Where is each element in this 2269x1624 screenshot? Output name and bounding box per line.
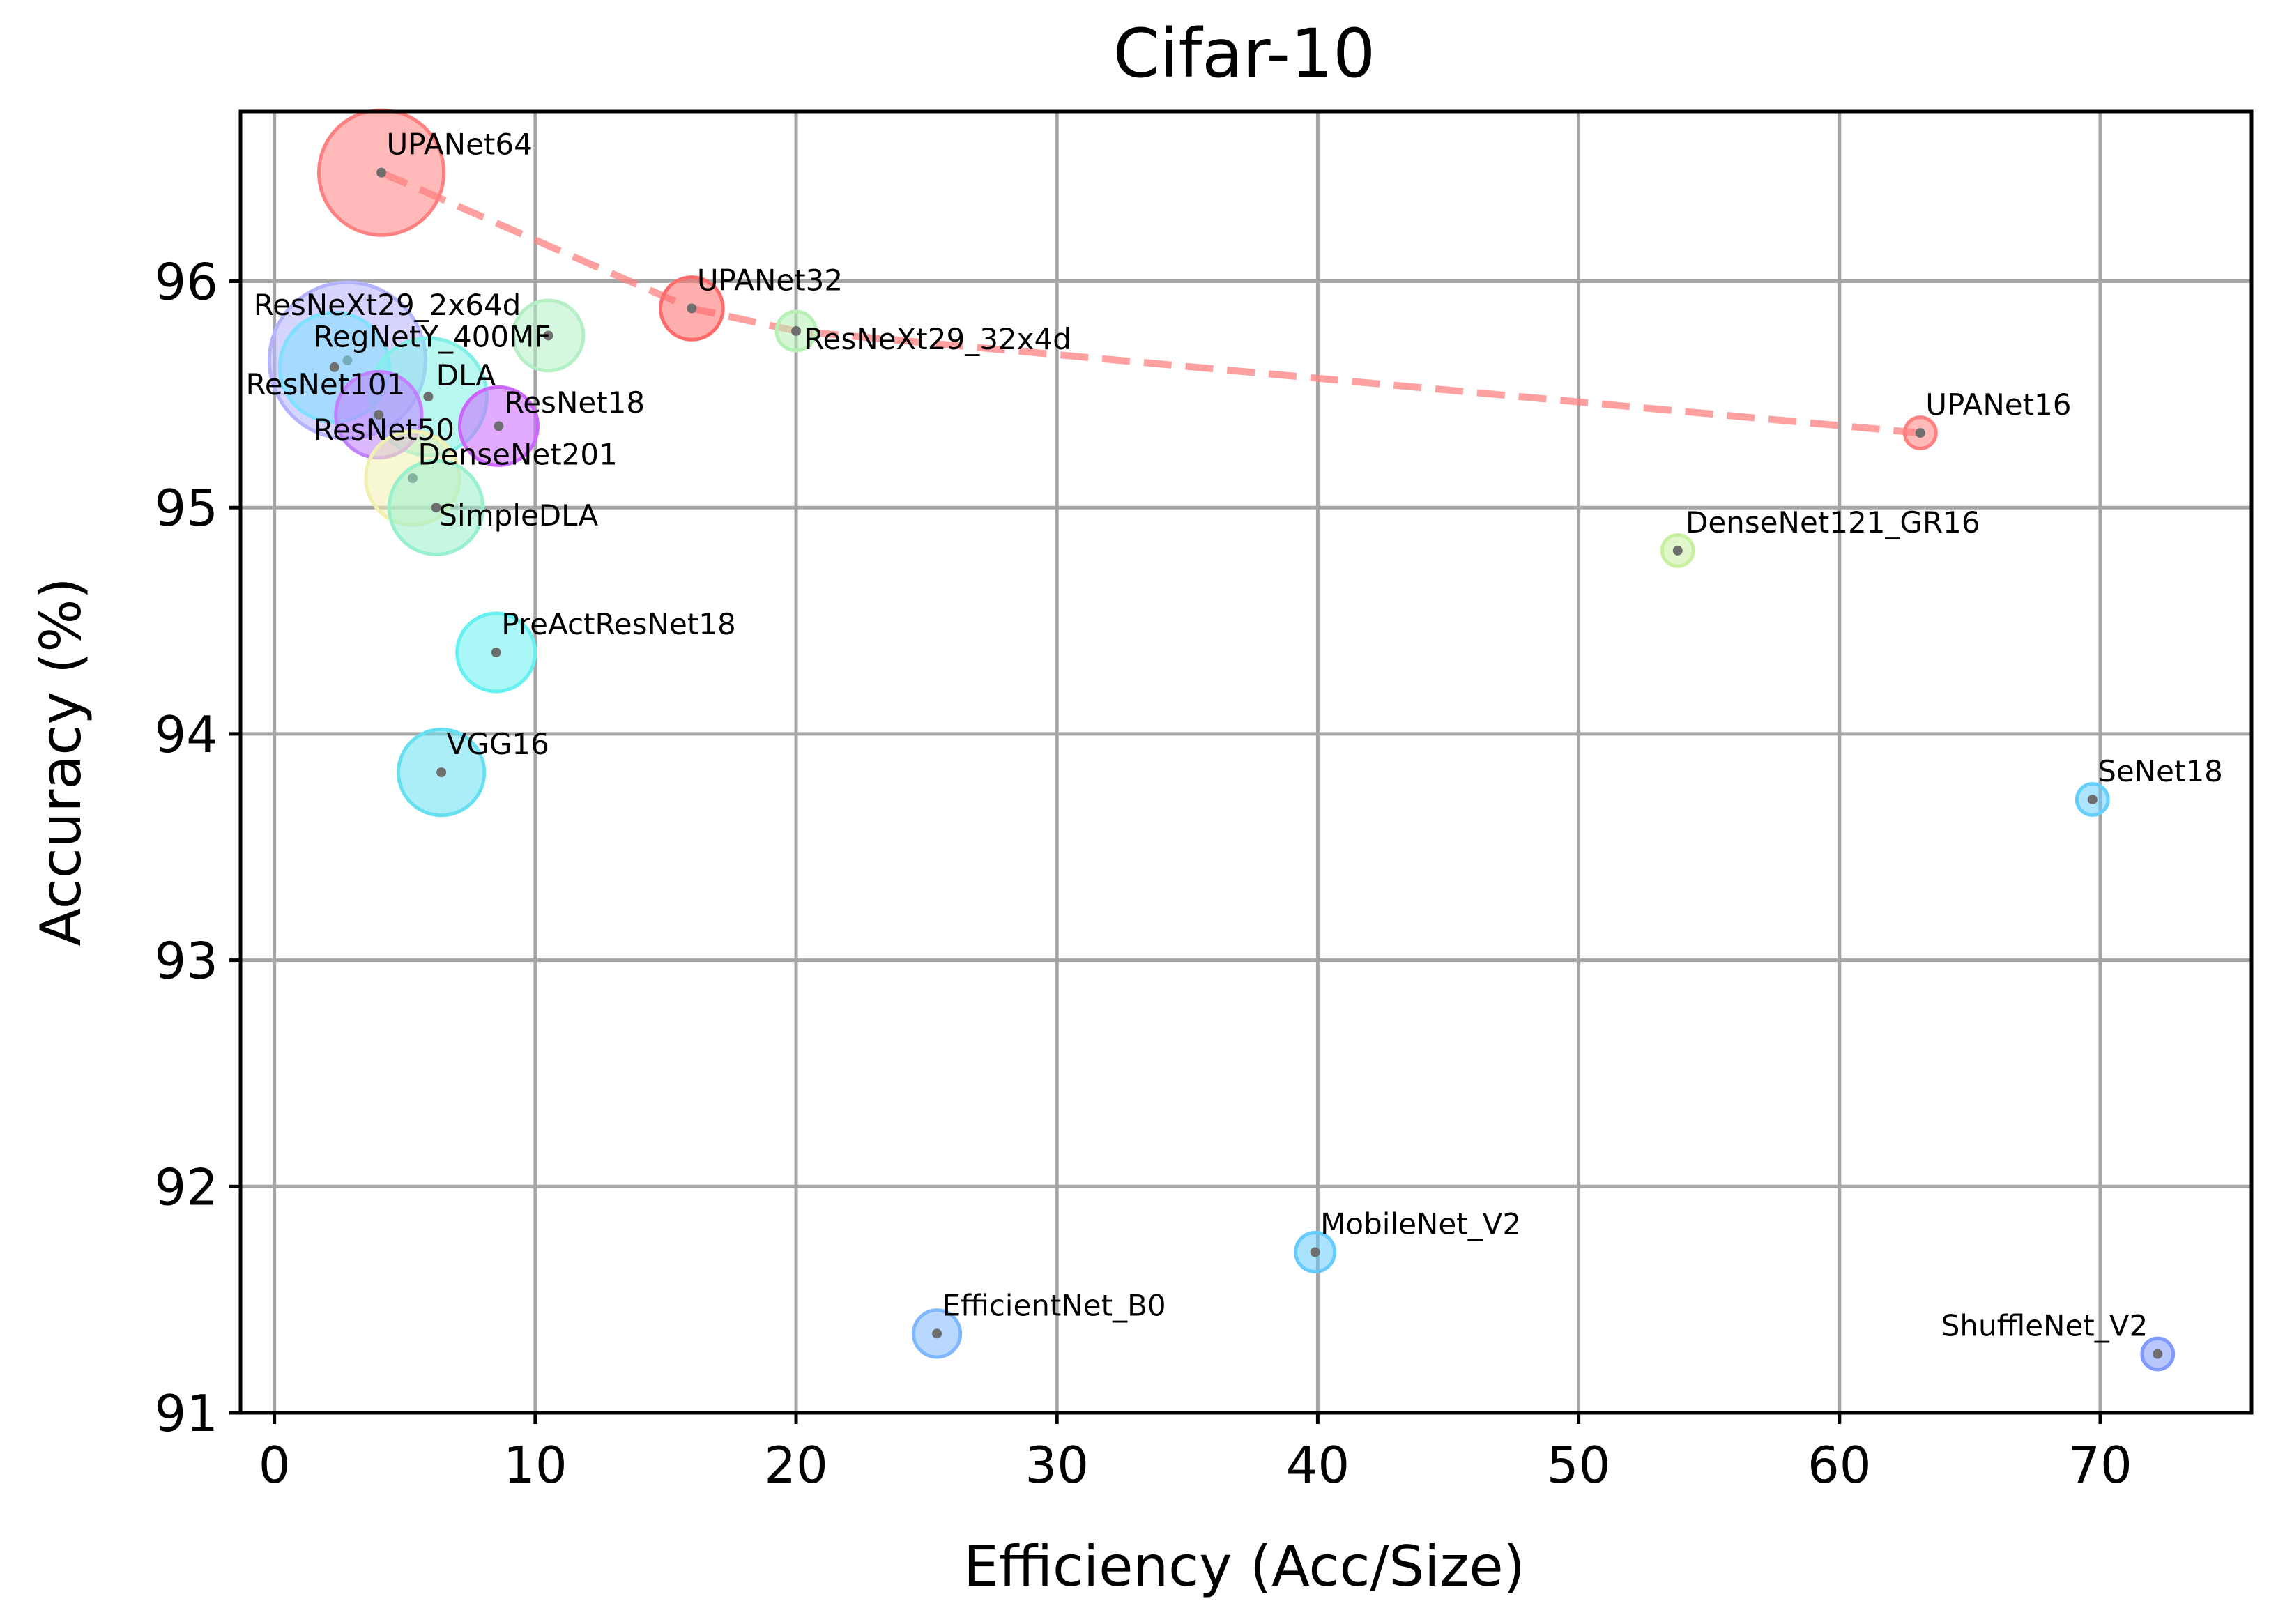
pareto-dashed-line (380, 169, 1921, 437)
point-label-resnet101: ResNet101 (245, 367, 405, 401)
y-tick-label: 96 (154, 253, 218, 312)
pareto-line-layer (380, 169, 1921, 437)
point-center-simpledla (431, 503, 441, 513)
x-tick-label: 50 (1547, 1436, 1611, 1494)
chart-title: Cifar-10 (1113, 15, 1375, 93)
point-center-regnety-400mf (543, 330, 553, 341)
point-label-resnext29-32x4d: ResNeXt29_32x4d (804, 322, 1071, 356)
point-label-resnet18: ResNet18 (504, 385, 645, 420)
point-center-resnet50 (374, 410, 384, 420)
point-label-densenet121-gr16: DenseNet121_GR16 (1686, 505, 1980, 539)
y-tick-label: 93 (154, 932, 218, 990)
point-center-senet18 (2087, 795, 2098, 805)
point-label-upanet32: UPANet32 (697, 263, 843, 298)
point-center-efficientnet-b0 (932, 1328, 942, 1339)
point-center-upanet16 (1915, 428, 1925, 438)
point-labels-layer: UPANet64 UPANet32 ResNeXt29_32x4d UPANet16 R… (245, 128, 2222, 1343)
point-label-upanet64: UPANet64 (387, 128, 533, 162)
x-tick-label: 70 (2068, 1436, 2132, 1494)
point-label-upanet16: UPANet16 (1925, 388, 2071, 422)
point-label-preactresnet18: PreActResNet18 (501, 607, 736, 641)
point-center-resnet18 (494, 421, 504, 431)
point-label-efficientnet-b0: EfficientNet_B0 (942, 1288, 1166, 1322)
point-label-vgg16: VGG16 (447, 727, 549, 761)
point-center-mobilenet-v2 (1310, 1247, 1320, 1257)
y-tick-label: 92 (154, 1158, 218, 1216)
x-tick-label: 10 (503, 1436, 567, 1494)
y-tick-label: 95 (154, 479, 218, 537)
y-tick-label: 91 (154, 1384, 218, 1443)
point-center-densenet121-gr16 (1672, 545, 1683, 556)
point-label-mobilenet-v2: MobileNet_V2 (1320, 1206, 1521, 1241)
plot-frame (238, 109, 2254, 1415)
point-label-resnet50: ResNet50 (314, 413, 454, 447)
points-layer (267, 108, 2176, 1372)
point-label-regnety-400mf: RegNetY_400MF (314, 320, 551, 354)
point-label-resnext29-2x64d: ResNeXt29_2x64d (254, 288, 521, 322)
x-tick-label: 40 (1286, 1436, 1350, 1494)
x-tick-label: 0 (259, 1436, 291, 1494)
point-center-dla (423, 392, 434, 402)
point-center-preactresnet18 (491, 648, 501, 658)
point-center-resnet101 (329, 362, 339, 372)
point-label-dla: DLA (436, 358, 496, 392)
point-label-simpledla: SimpleDLA (438, 498, 598, 533)
x-axis-label: Efficiency (Acc/Size) (963, 1534, 1525, 1599)
point-label-senet18: SeNet18 (2098, 754, 2223, 788)
axis-ticks: 0 10 20 30 40 50 60 70 91 92 93 94 95 96 (154, 253, 2132, 1494)
x-tick-label: 30 (1025, 1436, 1089, 1494)
grid (240, 112, 2252, 1415)
x-tick-label: 60 (1808, 1436, 1872, 1494)
point-label-densenet201: DenseNet201 (418, 438, 617, 472)
y-tick-label: 94 (154, 705, 218, 764)
point-center-upanet32 (687, 303, 697, 314)
x-tick-label: 20 (764, 1436, 828, 1494)
point-center-resnext29-32x4d (791, 325, 802, 336)
y-axis-label: Accuracy (%) (29, 577, 93, 946)
point-center-upanet64 (376, 167, 387, 178)
point-center-shufflenet-v2 (2153, 1349, 2163, 1359)
point-label-shufflenet-v2: ShuffleNet_V2 (1941, 1309, 2148, 1343)
point-center-vgg16 (436, 767, 447, 778)
